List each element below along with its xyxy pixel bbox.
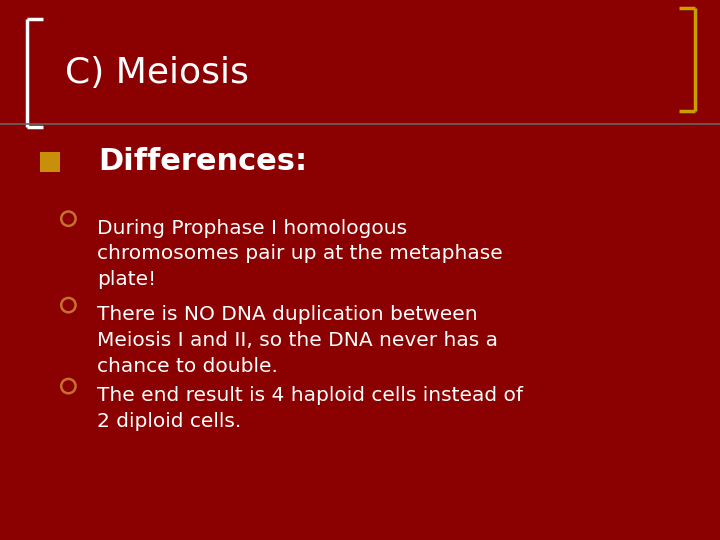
Text: The end result is 4 haploid cells instead of
2 diploid cells.: The end result is 4 haploid cells instea… bbox=[97, 386, 523, 431]
FancyBboxPatch shape bbox=[40, 152, 60, 172]
Text: There is NO DNA duplication between
Meiosis I and II, so the DNA never has a
cha: There is NO DNA duplication between Meio… bbox=[97, 305, 498, 376]
Text: C) Meiosis: C) Meiosis bbox=[65, 56, 248, 90]
Text: During Prophase I homologous
chromosomes pair up at the metaphase
plate!: During Prophase I homologous chromosomes… bbox=[97, 219, 503, 289]
Text: Differences:: Differences: bbox=[98, 147, 307, 177]
